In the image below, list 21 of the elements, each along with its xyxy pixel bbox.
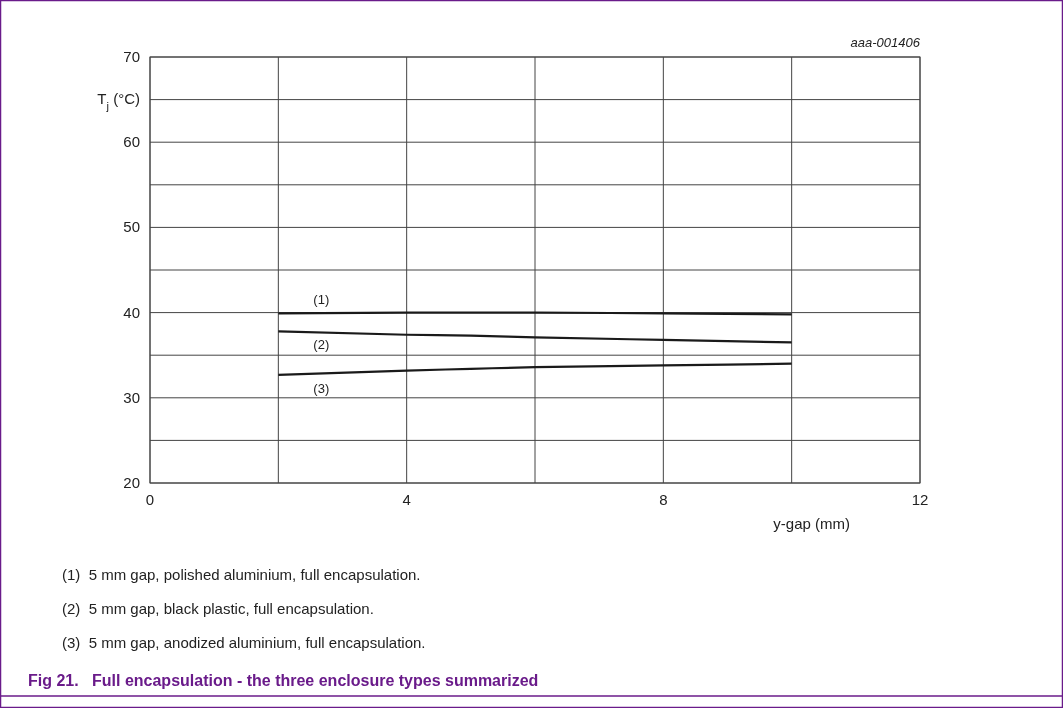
y-tick-label: 20: [123, 474, 140, 491]
series-label: (1): [313, 292, 330, 308]
text: Fig 21. Full encapsulation - the three enclosure types summarized: [28, 672, 539, 689]
y-tick-label: 70: [123, 48, 140, 65]
x-tick-label: 0: [145, 491, 155, 508]
text: (3) 5 mm gap, anodized aluminium, full encapsulation.: [62, 634, 426, 651]
y-axis-title: T$_{j}$ (°C): [97, 90, 140, 112]
x-tick-label: 12: [911, 491, 929, 508]
line-series: [277, 362, 793, 376]
y-tick-label: 50: [123, 218, 140, 236]
series-label: (3): [313, 380, 330, 396]
x-tick-label: 4: [402, 491, 411, 508]
x-tick-label: 8: [659, 491, 668, 508]
text: aaa-001406: [850, 35, 921, 50]
series-label: (2): [313, 337, 330, 353]
y-tick-label: 30: [123, 388, 140, 406]
text: (1) 5 mm gap, polished aluminium, full encapsulation.: [62, 566, 421, 583]
x-axis-title: y-gap (mm): [773, 515, 850, 532]
y-tick-label: 60: [123, 133, 140, 151]
y-tick-label: 40: [123, 303, 140, 321]
text: (2) 5 mm gap, black plastic, full encapsulation.: [62, 600, 374, 617]
